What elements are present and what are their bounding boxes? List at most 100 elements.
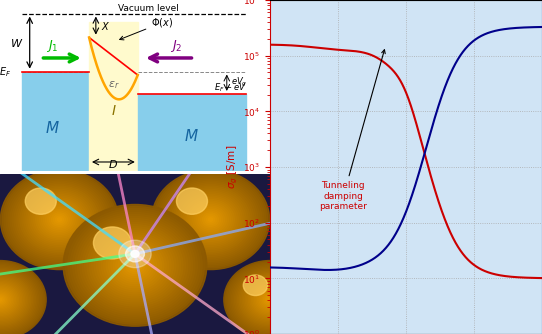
Circle shape xyxy=(169,185,252,255)
Circle shape xyxy=(152,170,269,270)
Text: $X$: $X$ xyxy=(101,20,111,32)
Circle shape xyxy=(80,219,190,312)
Circle shape xyxy=(14,181,105,258)
Circle shape xyxy=(125,257,145,274)
Circle shape xyxy=(121,253,150,278)
Bar xyxy=(22,71,89,171)
Circle shape xyxy=(25,188,56,214)
Text: $I$: $I$ xyxy=(111,104,117,118)
Circle shape xyxy=(49,211,69,228)
Circle shape xyxy=(203,213,218,226)
Circle shape xyxy=(111,245,159,286)
Text: $eV_g$: $eV_g$ xyxy=(231,76,247,89)
Circle shape xyxy=(262,293,278,306)
Circle shape xyxy=(261,292,279,308)
Circle shape xyxy=(46,208,73,231)
Circle shape xyxy=(87,225,183,306)
Text: $J_2$: $J_2$ xyxy=(170,38,183,54)
Circle shape xyxy=(20,186,99,253)
Circle shape xyxy=(0,261,46,334)
Text: $D$: $D$ xyxy=(108,158,118,170)
Circle shape xyxy=(227,263,313,334)
Circle shape xyxy=(156,173,266,266)
Circle shape xyxy=(0,298,2,301)
Circle shape xyxy=(42,205,77,234)
Circle shape xyxy=(101,237,169,294)
Circle shape xyxy=(133,263,137,268)
Text: Tunneling
damping
parameter: Tunneling damping parameter xyxy=(319,50,385,211)
Circle shape xyxy=(236,271,304,328)
Circle shape xyxy=(104,239,166,292)
Circle shape xyxy=(7,175,113,265)
Text: $M$: $M$ xyxy=(184,128,199,144)
Circle shape xyxy=(0,293,8,306)
Circle shape xyxy=(195,206,227,233)
Circle shape xyxy=(0,287,15,313)
Circle shape xyxy=(44,206,75,233)
Circle shape xyxy=(75,215,195,316)
Circle shape xyxy=(0,288,14,311)
Circle shape xyxy=(0,275,29,324)
Circle shape xyxy=(205,214,216,224)
Circle shape xyxy=(16,183,102,256)
Circle shape xyxy=(268,298,272,301)
Circle shape xyxy=(0,285,17,314)
Circle shape xyxy=(22,188,97,251)
Circle shape xyxy=(187,200,234,239)
Y-axis label: $\sigma_g\ \mathrm{[S/m]}$: $\sigma_g\ \mathrm{[S/m]}$ xyxy=(226,145,240,189)
Circle shape xyxy=(8,176,111,263)
Circle shape xyxy=(197,208,224,231)
Circle shape xyxy=(113,247,157,284)
Circle shape xyxy=(73,213,197,318)
Circle shape xyxy=(89,227,180,304)
Circle shape xyxy=(233,269,307,331)
Circle shape xyxy=(28,193,91,246)
Circle shape xyxy=(201,211,221,228)
Text: $J_1$: $J_1$ xyxy=(46,38,59,54)
Circle shape xyxy=(183,196,238,243)
Circle shape xyxy=(26,191,93,248)
Circle shape xyxy=(230,266,310,334)
Circle shape xyxy=(2,171,117,268)
Circle shape xyxy=(159,176,262,263)
Circle shape xyxy=(68,208,202,322)
Circle shape xyxy=(181,195,240,244)
Circle shape xyxy=(0,278,26,322)
Circle shape xyxy=(4,173,114,266)
Circle shape xyxy=(131,250,139,257)
Circle shape xyxy=(38,201,81,238)
Circle shape xyxy=(0,297,3,302)
Text: $\varepsilon_r$: $\varepsilon_r$ xyxy=(108,79,119,91)
Circle shape xyxy=(18,185,101,255)
Circle shape xyxy=(116,249,154,282)
Circle shape xyxy=(224,261,316,334)
Circle shape xyxy=(242,276,298,323)
Circle shape xyxy=(0,266,40,334)
Circle shape xyxy=(0,267,38,332)
Circle shape xyxy=(165,181,256,258)
Circle shape xyxy=(0,291,11,309)
Circle shape xyxy=(0,265,42,334)
Circle shape xyxy=(0,270,35,330)
Circle shape xyxy=(257,289,282,310)
Circle shape xyxy=(193,205,228,234)
Circle shape xyxy=(57,218,61,221)
Circle shape xyxy=(92,229,178,302)
Circle shape xyxy=(10,178,108,261)
Circle shape xyxy=(82,221,188,310)
Circle shape xyxy=(163,180,258,260)
Circle shape xyxy=(244,278,296,322)
Circle shape xyxy=(40,203,79,236)
Circle shape xyxy=(51,213,67,226)
Circle shape xyxy=(12,180,107,260)
Circle shape xyxy=(0,280,23,319)
Circle shape xyxy=(55,216,63,223)
Text: $E_F - eV$: $E_F - eV$ xyxy=(215,81,247,94)
Circle shape xyxy=(225,262,314,334)
Text: $W$: $W$ xyxy=(10,37,23,49)
Circle shape xyxy=(158,175,264,265)
Circle shape xyxy=(130,261,140,270)
Circle shape xyxy=(126,246,145,262)
Circle shape xyxy=(34,198,85,241)
Circle shape xyxy=(0,292,9,308)
